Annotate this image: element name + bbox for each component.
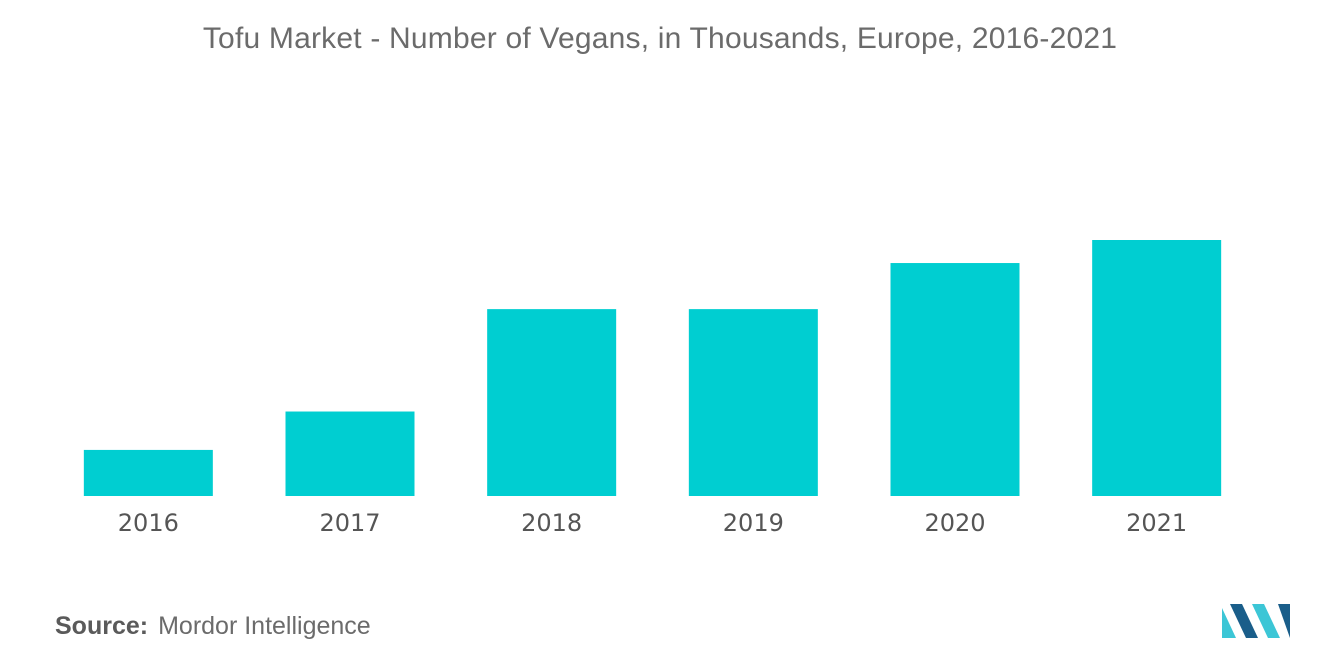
x-tick-label: 2019 — [723, 509, 784, 537]
bar-2019 — [688, 309, 818, 496]
x-tick-label: 2020 — [924, 509, 985, 537]
x-tick-label: 2018 — [521, 509, 582, 537]
x-axis-ticks: 2016 2017 2018 2019 2020 2021 — [118, 509, 1187, 537]
bar-2021 — [1092, 240, 1222, 496]
source-label: Source: — [55, 612, 149, 640]
source-value: Mordor Intelligence — [158, 612, 371, 640]
bar-2016 — [83, 449, 213, 496]
x-tick-label: 2017 — [319, 509, 380, 537]
chart-title: Tofu Market - Number of Vegans, in Thous… — [202, 22, 1118, 55]
source-note: Source: Mordor Intelligence — [55, 612, 371, 641]
mordor-intelligence-logo-icon — [1222, 604, 1290, 638]
bar-2017 — [285, 411, 415, 496]
x-tick-label: 2016 — [118, 509, 179, 537]
bar-2018 — [487, 309, 617, 496]
bars-group — [83, 240, 1222, 496]
bar-2020 — [890, 263, 1020, 496]
x-tick-label: 2021 — [1126, 509, 1187, 537]
